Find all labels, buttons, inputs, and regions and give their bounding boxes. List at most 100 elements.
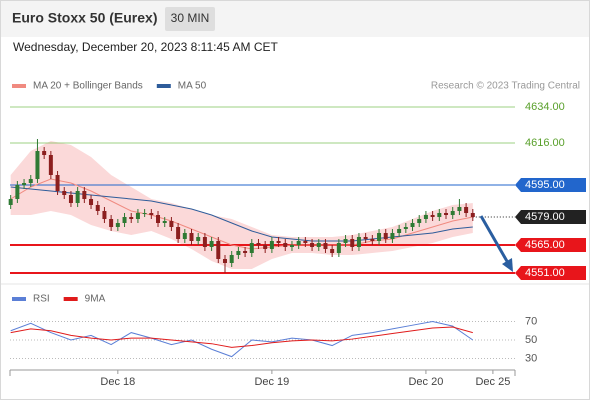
candle-body [202,237,207,247]
candle-body [82,191,87,199]
x-tick-label: Dec 20 [408,376,443,388]
candle-body [89,199,94,205]
level-label: 4551.00 [525,267,565,279]
level-label: 4595.00 [525,179,565,191]
x-tick-label: Dec 19 [254,376,289,388]
legend-swatch [12,297,26,301]
candle-body [102,211,107,219]
candle-body [129,217,134,219]
candle-body [109,219,114,227]
level-tag [515,238,586,252]
candle-body [350,239,355,247]
candle-body [336,243,341,253]
legend-label: MA 20 + Bollinger Bands [33,81,143,92]
candle-body [28,179,33,183]
candle-body [363,237,368,239]
legend-label: RSI [33,294,50,305]
legend-label: 9MA [85,294,106,305]
candle-body [243,251,248,253]
candle-body [35,151,40,179]
candle-body [310,243,315,247]
x-tick-label: Dec 18 [100,376,135,388]
header-bar [1,1,589,37]
candle-body [457,207,462,211]
candle-body [189,233,194,241]
candle-body [68,195,73,203]
candle-body [249,243,254,253]
ma-line [10,186,473,242]
candle-body [470,213,475,217]
candle-body [410,223,415,227]
candle-body [62,191,67,195]
y-tick-label: 50 [525,334,537,346]
candle-body [343,239,348,243]
candle-body [303,241,308,243]
candle-body [276,241,281,243]
candle-body [316,243,321,247]
forecast-arrow [479,215,510,264]
candle-body [464,207,469,213]
candle-body [48,155,53,175]
candle-body [196,237,201,241]
candle-body [417,219,422,223]
timestamp: Wednesday, December 20, 2023 8:11:45 AM … [13,40,278,54]
candle-body [169,221,174,227]
credit: Research © 2023 Trading Central [431,81,580,92]
candle-body [323,243,328,249]
candle-body [176,227,181,239]
candle-body [450,211,455,215]
legend-swatch [12,84,26,88]
forecast-arrowhead [502,258,513,272]
candle-body [390,233,395,239]
candle-body [289,245,294,247]
candle-body [383,233,388,239]
y-tick-label: 70 [525,315,537,327]
candle-body [216,241,221,259]
candle-body [95,205,100,211]
timeframe[interactable]: 30 MIN [171,11,210,25]
candle-body [115,223,120,227]
candle-body [142,213,147,214]
title: Euro Stoxx 50 (Eurex) [12,10,158,26]
candle-body [229,255,234,263]
candle-body [397,229,402,233]
candle-body [377,233,382,241]
candle-body [15,185,20,199]
rsi-line [10,326,473,348]
candle-body [236,251,241,255]
level-tag [515,178,586,192]
candle-body [263,245,268,249]
level-label: 4565.00 [525,239,565,251]
candle-body [269,241,274,249]
candle-body [75,191,80,203]
candle-body [182,233,187,239]
candle-body [296,241,301,245]
candle-body [156,215,161,223]
candle-body [430,215,435,217]
x-tick-label: Dec 25 [475,376,510,388]
level-tag [515,266,586,280]
candle-body [135,213,140,219]
candle-body [55,175,60,191]
candle-body [330,249,335,253]
candle-body [149,213,154,215]
ma-line [10,178,473,250]
candle-body [356,237,361,247]
candle-body [162,221,167,223]
rsi-line [10,320,474,358]
candle-body [403,227,408,229]
level-label: 4579.00 [525,211,565,223]
timeframe-badge[interactable] [165,7,215,31]
candle-body [22,183,27,185]
candle-body [256,243,261,245]
candle-body [122,217,127,223]
candle-body [209,241,214,247]
legend-swatch [156,84,171,88]
candle-body [444,213,449,215]
legend-swatch [63,297,78,301]
candle-body [42,151,47,155]
plot-layers: 4634.00 4616.00 4595.00 4579.00 4565.00 4551.… [8,81,586,388]
candle-body [370,239,375,241]
